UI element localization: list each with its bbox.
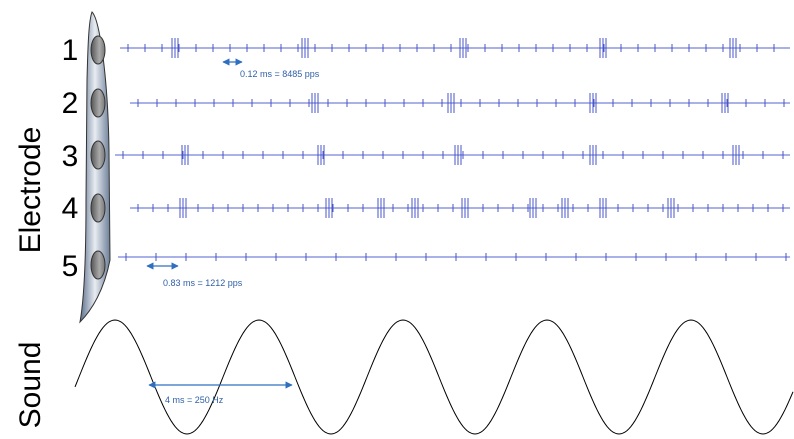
- electrode-number: 4: [62, 192, 79, 225]
- electrode-number: 5: [62, 250, 79, 283]
- period-label: 4 ms = 250 Hz: [165, 395, 224, 405]
- sound-label: Sound: [14, 342, 47, 429]
- spike-trains: [115, 38, 790, 261]
- figure: 1 2 3 4 5 Electrode Sound 0.12 ms = 8485…: [0, 0, 794, 439]
- interval-label: 0.83 ms = 1212 pps: [163, 278, 243, 288]
- sound-wave: [75, 320, 793, 434]
- interval-label: 0.12 ms = 8485 pps: [240, 69, 320, 79]
- electrode-number: 1: [62, 34, 79, 67]
- electrode-number: 3: [62, 140, 79, 173]
- electrode-label: Electrode: [14, 127, 47, 254]
- electrode-number: 2: [62, 87, 79, 120]
